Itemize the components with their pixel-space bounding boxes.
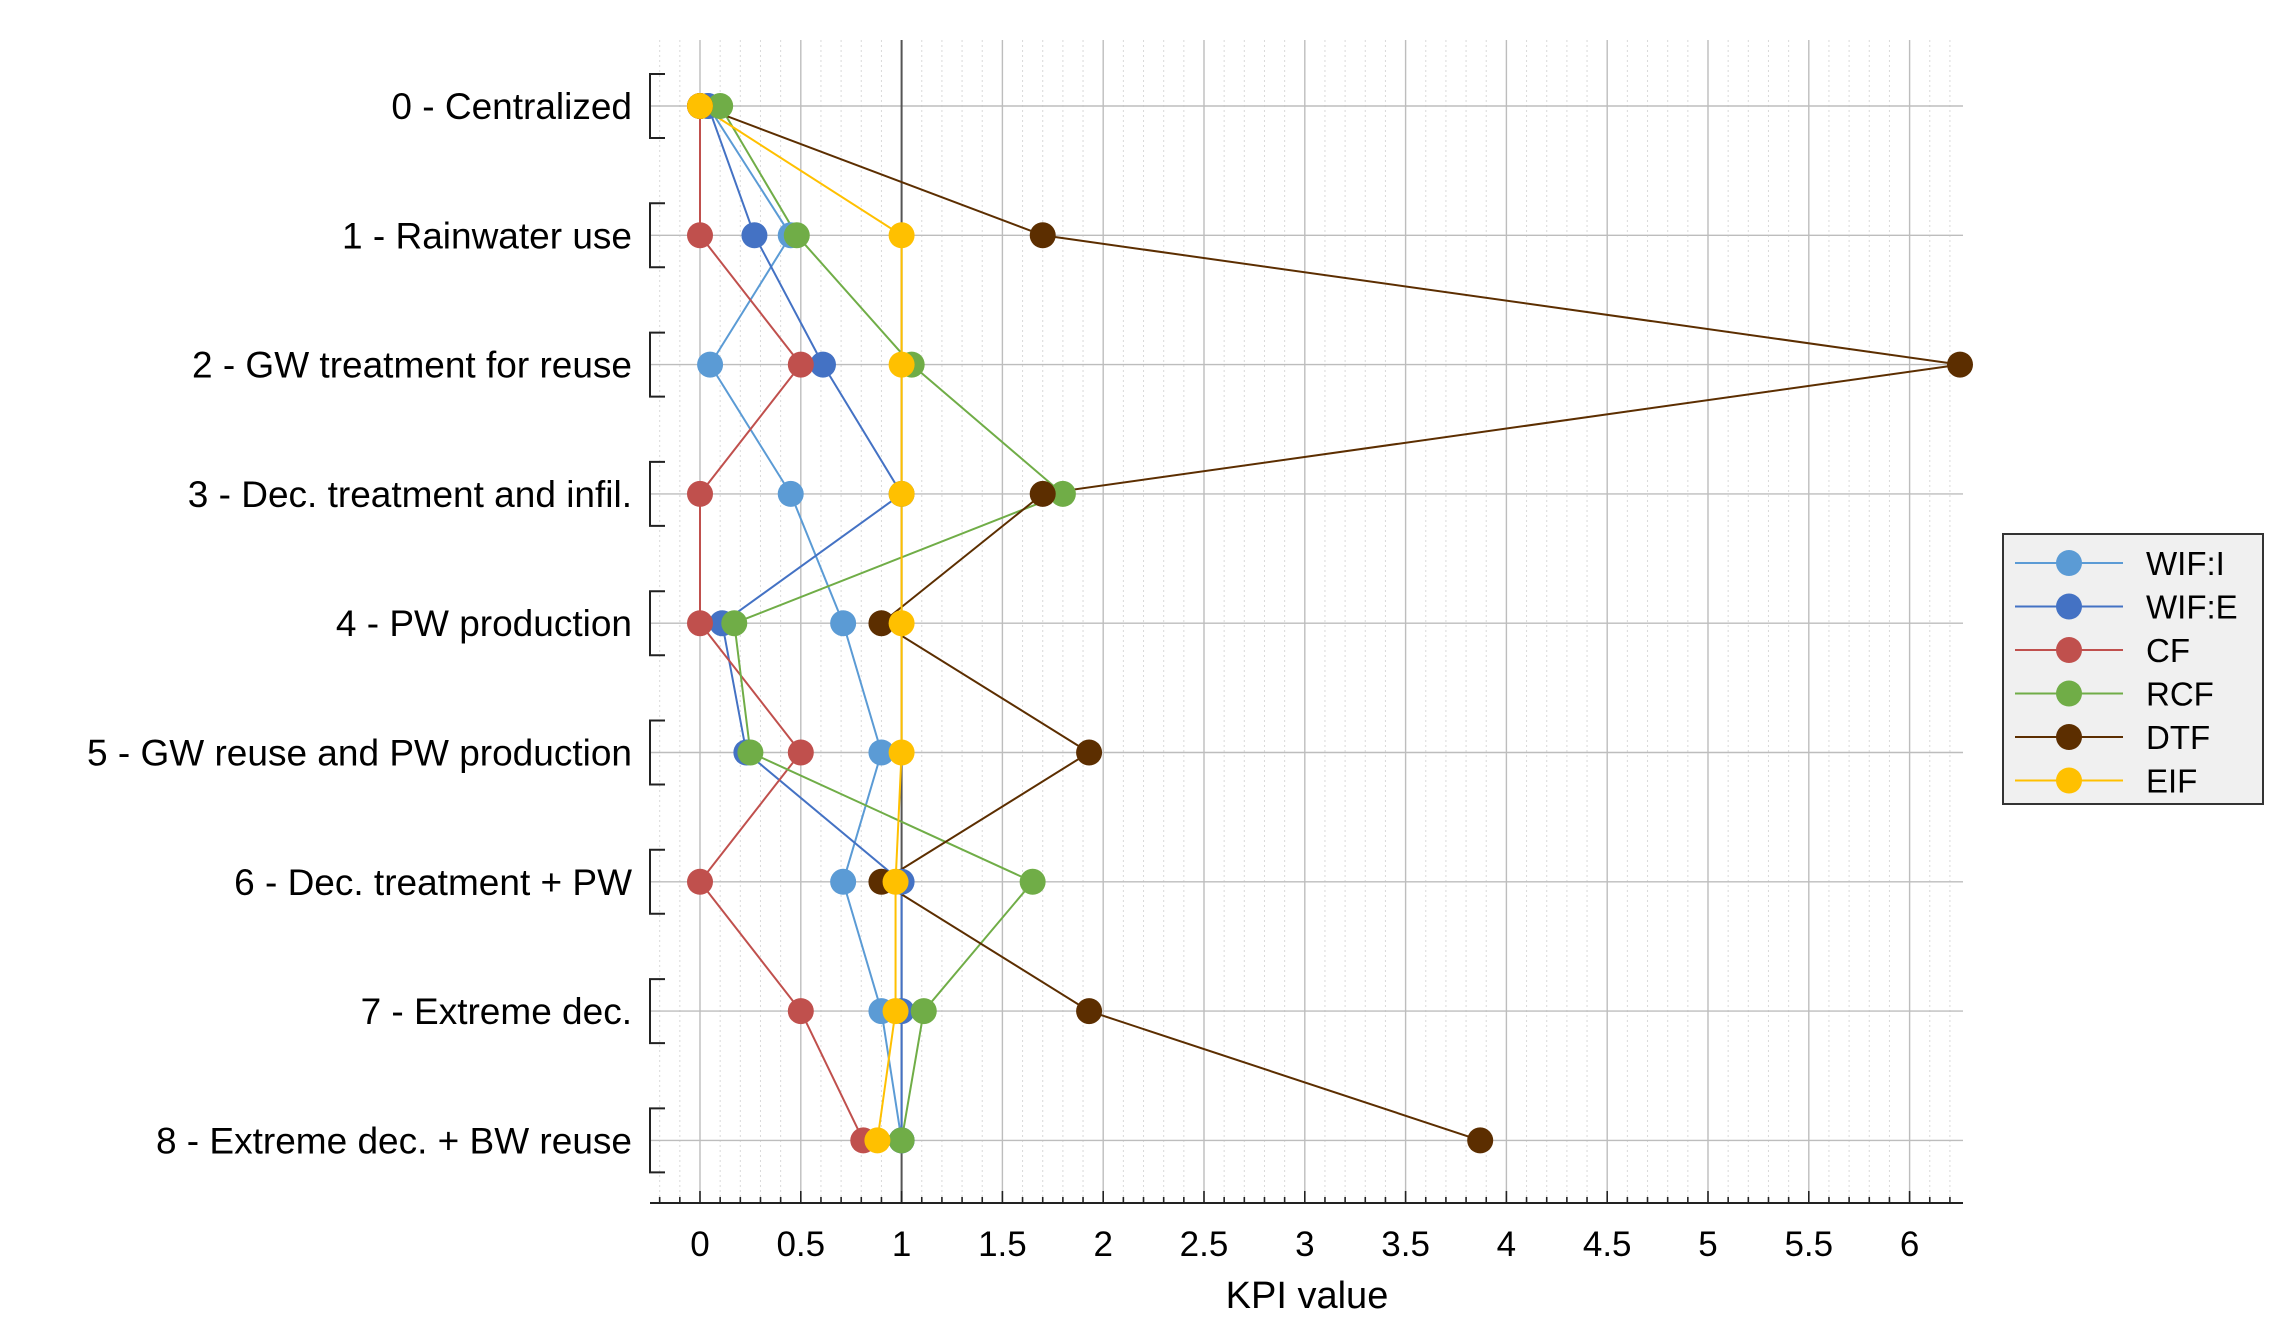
data-point-rcf bbox=[910, 998, 937, 1025]
data-point-rcf bbox=[707, 93, 734, 119]
series-points bbox=[687, 93, 1973, 1154]
category-label: 5 - GW reuse and PW production bbox=[87, 733, 632, 774]
x-tick-label: 6 bbox=[1900, 1225, 1919, 1264]
data-point-eif bbox=[888, 351, 915, 378]
axes bbox=[650, 1191, 1963, 1204]
x-tick-label: 5 bbox=[1698, 1225, 1717, 1264]
legend-marker-wif-i bbox=[2056, 550, 2082, 576]
x-axis-title: KPI value bbox=[1226, 1275, 1389, 1317]
minor-grid bbox=[659, 40, 1951, 1203]
legend-label-wif-e: WIF:E bbox=[2146, 589, 2238, 626]
x-tick-label: 2.5 bbox=[1180, 1225, 1229, 1264]
legend-label-eif: EIF bbox=[2146, 763, 2197, 800]
data-point-wif-i bbox=[868, 739, 895, 766]
legend-marker-eif bbox=[2056, 767, 2082, 794]
data-point-eif bbox=[864, 1127, 891, 1154]
data-point-dtf bbox=[1467, 1127, 1494, 1154]
x-tick-label: 3 bbox=[1295, 1225, 1314, 1264]
legend-marker-cf bbox=[2056, 637, 2082, 663]
data-point-wif-i bbox=[777, 480, 804, 507]
data-point-rcf bbox=[737, 739, 764, 766]
category-bracket bbox=[649, 1107, 665, 1174]
category-label: 7 - Extreme dec. bbox=[361, 991, 632, 1032]
category-bracket bbox=[649, 848, 665, 915]
category-bracket bbox=[649, 202, 665, 269]
data-point-wif-e bbox=[741, 222, 768, 249]
category-labels: 0 - Centralized 1 - Rainwater use 2 - GW t… bbox=[87, 86, 632, 1161]
data-point-cf bbox=[687, 610, 713, 637]
legend-box bbox=[2002, 533, 2264, 805]
category-label: 6 - Dec. treatment + PW bbox=[234, 862, 632, 903]
data-point-dtf bbox=[1029, 480, 1056, 507]
data-point-eif bbox=[882, 868, 909, 895]
category-bracket bbox=[649, 590, 665, 657]
legend-marker-dtf bbox=[2056, 724, 2082, 750]
category-label: 1 - Rainwater use bbox=[342, 215, 632, 256]
x-tick-label: 1.5 bbox=[978, 1225, 1027, 1264]
category-bracket bbox=[649, 460, 665, 527]
data-point-eif bbox=[888, 480, 915, 507]
data-point-dtf bbox=[1029, 222, 1056, 249]
data-point-wif-i bbox=[830, 610, 857, 637]
data-point-cf bbox=[687, 480, 713, 507]
data-point-wif-e bbox=[809, 351, 836, 378]
category-bracket bbox=[649, 978, 665, 1045]
category-bracket bbox=[649, 73, 665, 139]
category-bracket bbox=[649, 719, 665, 786]
data-point-cf bbox=[687, 222, 713, 249]
data-point-dtf bbox=[1947, 351, 1973, 378]
data-point-wif-i bbox=[697, 351, 724, 378]
category-label: 4 - PW production bbox=[336, 603, 632, 644]
x-tick-label: 0 bbox=[690, 1225, 709, 1264]
x-tick-label: 4.5 bbox=[1583, 1225, 1632, 1264]
data-point-cf bbox=[787, 351, 814, 378]
data-point-rcf bbox=[1019, 868, 1046, 895]
data-point-eif bbox=[882, 998, 909, 1025]
x-tick-labels: 0 0.5 1 1.5 2 2.5 3 3.5 4 4.5 5 5.5 6 bbox=[690, 1225, 1919, 1264]
category-brackets bbox=[649, 73, 665, 1174]
x-tick-label: 1 bbox=[892, 1225, 911, 1264]
legend-label-cf: CF bbox=[2146, 632, 2190, 669]
data-point-eif bbox=[888, 610, 915, 637]
legend-label-dtf: DTF bbox=[2146, 719, 2210, 756]
category-label: 0 - Centralized bbox=[391, 86, 632, 127]
legend: WIF:I WIF:E CF RCF DTF EIF bbox=[2002, 533, 2264, 805]
data-point-rcf bbox=[783, 222, 810, 249]
data-point-dtf bbox=[868, 610, 895, 637]
category-label: 2 - GW treatment for reuse bbox=[192, 345, 632, 386]
legend-marker-rcf bbox=[2056, 680, 2082, 707]
data-point-eif bbox=[687, 93, 713, 119]
x-tick-label: 0.5 bbox=[776, 1225, 825, 1264]
x-tick-label: 4 bbox=[1497, 1225, 1516, 1264]
data-point-rcf bbox=[1049, 480, 1076, 507]
data-point-wif-i bbox=[830, 868, 857, 895]
data-point-cf bbox=[787, 998, 814, 1025]
x-tick-label: 3.5 bbox=[1381, 1225, 1430, 1264]
category-bracket bbox=[649, 331, 665, 398]
data-point-dtf bbox=[1076, 739, 1103, 766]
data-point-eif bbox=[888, 739, 915, 766]
legend-label-wif-i: WIF:I bbox=[2146, 545, 2225, 582]
data-point-rcf bbox=[888, 1127, 915, 1154]
data-point-cf bbox=[787, 739, 814, 766]
data-point-rcf bbox=[721, 610, 748, 637]
data-point-cf bbox=[687, 868, 713, 895]
data-point-eif bbox=[888, 222, 915, 249]
legend-label-rcf: RCF bbox=[2146, 676, 2214, 713]
category-label: 3 - Dec. treatment and infil. bbox=[188, 474, 632, 515]
x-tick-label: 5.5 bbox=[1784, 1225, 1833, 1264]
x-tick-label: 2 bbox=[1093, 1225, 1112, 1264]
legend-marker-wif-e bbox=[2056, 593, 2082, 620]
category-label: 8 - Extreme dec. + BW reuse bbox=[156, 1120, 632, 1161]
data-point-dtf bbox=[1076, 998, 1103, 1025]
